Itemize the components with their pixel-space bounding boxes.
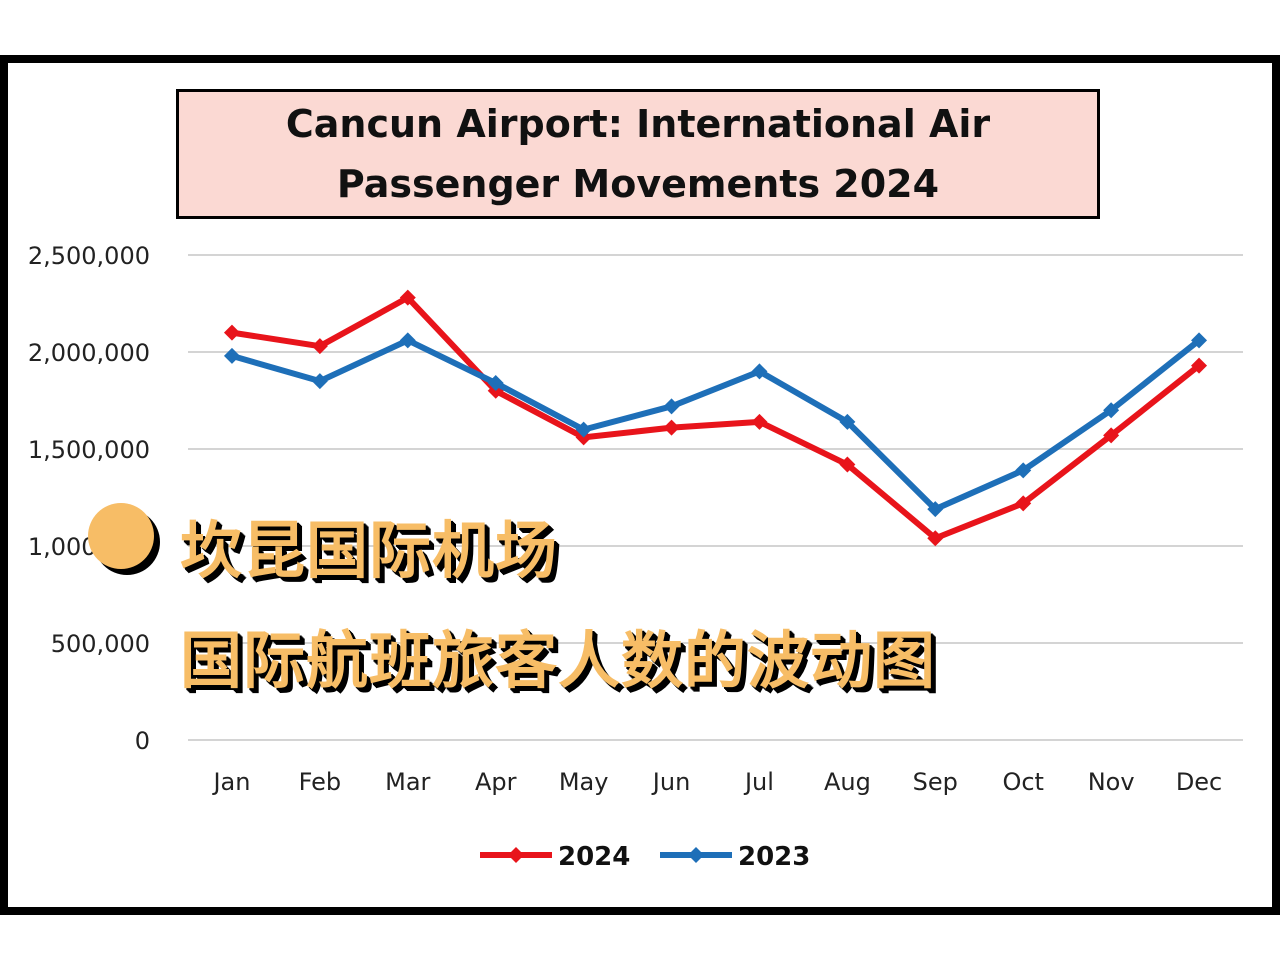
legend-label-2024: 2024 — [558, 842, 630, 872]
data-point-2024 — [223, 324, 240, 341]
data-point-2023 — [1015, 462, 1032, 479]
data-point-2023 — [663, 398, 680, 415]
data-point-2024 — [399, 289, 416, 306]
y-tick-label: 1,500,000 — [28, 436, 150, 464]
series-lines — [223, 289, 1208, 547]
data-point-2023 — [1191, 332, 1208, 349]
legend: 2024 2023 — [480, 842, 810, 872]
x-tick-label: Oct — [1002, 768, 1044, 796]
y-axis-ticks: 0 500,000 1,000,000 1,500,000 2,000,000 2,500… — [28, 242, 150, 755]
data-point-2023 — [751, 363, 768, 380]
chart-title-box: Cancun Airport: International Air Passen… — [176, 89, 1100, 219]
x-axis-ticks: Jan Feb Mar Apr May Jun Jul Aug Sep Oct Nov Dec — [211, 768, 1222, 796]
chart-panel: Cancun Airport: International Air Passen… — [8, 63, 1272, 907]
legend-marker-2024 — [508, 847, 524, 863]
y-tick-label: 2,500,000 — [28, 242, 150, 270]
chart-title: Cancun Airport: International Air Passen… — [285, 102, 991, 206]
data-point-2023 — [575, 421, 592, 438]
x-tick-label: May — [559, 768, 609, 796]
data-point-2023 — [927, 501, 944, 518]
series-line-2023 — [231, 337, 1201, 513]
x-tick-label: Nov — [1088, 768, 1135, 796]
y-tick-label: 500,000 — [51, 630, 150, 658]
x-tick-label: Aug — [824, 768, 871, 796]
y-tick-label: 1,000,000 — [28, 533, 150, 561]
x-tick-label: Dec — [1176, 768, 1222, 796]
data-point-2023 — [223, 347, 240, 364]
legend-marker-2023 — [688, 847, 704, 863]
x-tick-label: Jun — [651, 768, 691, 796]
data-point-2023 — [1103, 402, 1120, 419]
y-tick-label: 0 — [135, 727, 150, 755]
data-point-2024 — [751, 413, 768, 430]
legend-label-2023: 2023 — [738, 842, 810, 872]
x-tick-label: Feb — [299, 768, 342, 796]
series-line-2024 — [231, 294, 1201, 542]
data-point-2023 — [839, 413, 856, 430]
x-tick-label: Sep — [913, 768, 958, 796]
data-point-2024 — [1103, 427, 1120, 444]
x-tick-label: Mar — [385, 768, 430, 796]
x-tick-label: Jan — [211, 768, 250, 796]
gridlines — [188, 254, 1243, 741]
x-tick-label: Jul — [743, 768, 774, 796]
data-point-2024 — [311, 338, 328, 355]
data-point-2024 — [1191, 357, 1208, 374]
chart-frame: Cancun Airport: International Air Passen… — [0, 55, 1280, 915]
y-tick-label: 2,000,000 — [28, 339, 150, 367]
data-point-2023 — [311, 373, 328, 390]
data-point-2023 — [399, 332, 416, 349]
data-point-2024 — [839, 456, 856, 473]
data-point-2024 — [663, 419, 680, 436]
data-point-2024 — [1015, 495, 1032, 512]
data-point-2024 — [927, 530, 944, 547]
x-tick-label: Apr — [475, 768, 517, 796]
data-point-2023 — [487, 375, 504, 392]
